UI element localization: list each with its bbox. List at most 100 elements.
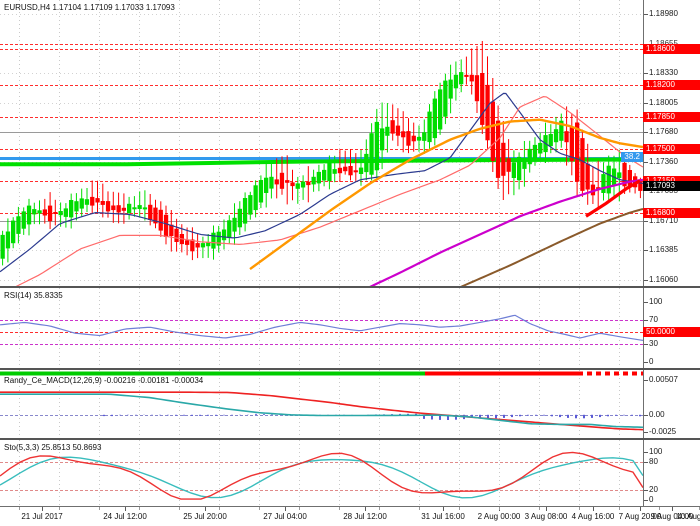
grid-line-vertical xyxy=(419,288,420,368)
price-tick-label: 1.16060 xyxy=(649,275,678,284)
rsi-tick-label: 0 xyxy=(649,357,654,366)
time-tickmark-minor xyxy=(419,507,420,510)
axis-tickmark xyxy=(644,362,648,363)
grid-line-vertical xyxy=(259,288,260,368)
time-tickmark-minor xyxy=(619,507,620,510)
axis-tickmark xyxy=(644,452,648,453)
grid-line-vertical xyxy=(299,288,300,368)
stochastic-tick-label: 80 xyxy=(649,456,658,466)
candlestick-series[interactable] xyxy=(0,0,643,286)
axis-tickmark xyxy=(644,490,648,492)
axis-tickmark xyxy=(644,344,648,345)
time-tickmark-minor xyxy=(259,507,260,510)
axis-tickmark xyxy=(644,132,648,134)
macd-plot-area[interactable] xyxy=(0,370,643,438)
grid-line-vertical xyxy=(579,440,580,506)
rsi-plot-area[interactable] xyxy=(0,288,643,368)
grid-line-vertical xyxy=(299,370,300,438)
grid-line-vertical xyxy=(619,440,620,506)
moving-average-lines xyxy=(0,0,643,286)
grid-line-vertical xyxy=(19,0,20,286)
stochastic-tick-label: 0 xyxy=(649,495,654,504)
rsi-tick-label: 30 xyxy=(649,339,658,348)
time-tickmark xyxy=(365,507,366,511)
stochastic-axis: 100 80 20 0 xyxy=(643,440,700,506)
grid-line-vertical xyxy=(19,288,20,368)
price-tick-label: 1.16385 xyxy=(649,245,678,255)
grid-line-vertical xyxy=(619,288,620,368)
pane-divider-1 xyxy=(0,286,700,288)
fibonacci-line[interactable] xyxy=(0,156,643,160)
stochastic-tick-label: 20 xyxy=(649,485,658,495)
grid-line-vertical xyxy=(459,370,460,438)
price-tick-label: 1.18980 xyxy=(649,9,678,18)
price-tick-label: 1.16710 xyxy=(649,215,678,225)
support-resistance-line[interactable] xyxy=(0,212,643,214)
price-midline xyxy=(0,132,643,134)
price-pane-title: EURUSD,H4 1.17104 1.17109 1.17033 1.1709… xyxy=(4,3,175,12)
grid-line-vertical xyxy=(139,0,140,286)
rsi-line xyxy=(0,288,643,368)
rsi-tick-label: 70 xyxy=(649,315,658,324)
price-tick-label: 1.18330 xyxy=(649,68,678,78)
support-resistance-line[interactable] xyxy=(0,48,643,50)
axis-tickmark xyxy=(644,280,648,281)
support-resistance-line[interactable] xyxy=(0,116,643,118)
axis-tickmark xyxy=(644,380,648,381)
price-badge-resistance[interactable]: 1.18600 xyxy=(643,43,700,54)
axis-tickmark xyxy=(644,250,648,252)
time-tickmark-minor xyxy=(139,507,140,510)
grid-line-vertical xyxy=(299,440,300,506)
price-gridline xyxy=(0,250,643,252)
price-badge-resistance[interactable]: 1.17850 xyxy=(643,111,700,122)
grid-line-vertical xyxy=(179,0,180,286)
time-axis-label: 24 Jul 12:00 xyxy=(103,512,147,521)
rsi-pane[interactable]: 100 70 30 0 50.0000 RSI(14) 35.8335 xyxy=(0,288,700,368)
grid-line-vertical xyxy=(419,370,420,438)
grid-line-vertical xyxy=(499,370,500,438)
time-tickmark-minor xyxy=(299,507,300,510)
support-resistance-line[interactable] xyxy=(0,148,643,150)
macd-pane[interactable]: 0.00507 0.00 -0.0025 Randy_Ce_MACD(12,26,9… xyxy=(0,370,700,438)
price-badge-bid[interactable]: 1.17093 xyxy=(643,180,700,191)
price-badge-support[interactable]: 1.16800 xyxy=(643,207,700,218)
axis-tickmark xyxy=(644,73,648,75)
axis-tickmark xyxy=(644,432,648,433)
grid-line-vertical xyxy=(379,370,380,438)
price-badge-resistance[interactable]: 1.17150 xyxy=(643,175,700,186)
axis-tickmark xyxy=(644,161,648,163)
grid-line-vertical xyxy=(99,288,100,368)
support-resistance-line[interactable] xyxy=(0,85,643,87)
grid-line-vertical xyxy=(459,440,460,506)
rsi-level-badge[interactable]: 50.0000 xyxy=(643,327,700,337)
time-axis-label: 28 Jul 12:00 xyxy=(343,512,387,521)
axis-tickmark xyxy=(644,14,648,15)
price-badge-resistance[interactable]: 1.17500 xyxy=(643,143,700,154)
support-resistance-line[interactable] xyxy=(0,43,643,45)
time-tickmark-minor xyxy=(59,507,60,510)
stochastic-pane[interactable]: 100 80 20 0 Sto(5,3,3) 25.8513 50.8693 xyxy=(0,440,700,506)
grid-line-vertical xyxy=(59,0,60,286)
grid-line-vertical xyxy=(539,440,540,506)
rsi-tick-label: 100 xyxy=(649,297,663,306)
grid-line-vertical xyxy=(99,0,100,286)
price-plot-area[interactable] xyxy=(0,0,643,286)
time-tickmark xyxy=(640,507,641,511)
price-pane[interactable]: 1.18980 1.18330 1.18005 1.17680 1.17360 1.167… xyxy=(0,0,700,286)
grid-line-vertical xyxy=(539,370,540,438)
stochastic-plot-area[interactable] xyxy=(0,440,643,506)
axis-tickmark xyxy=(644,102,648,104)
grid-line-vertical xyxy=(179,440,180,506)
price-badge-resistance[interactable]: 1.18200 xyxy=(643,80,700,91)
axis-tickmark xyxy=(644,500,648,501)
time-tickmark-minor xyxy=(99,507,100,510)
rsi-axis: 100 70 30 0 50.0000 xyxy=(643,288,700,368)
time-tickmark-minor xyxy=(339,507,340,510)
price-gridline xyxy=(0,102,643,104)
pane-divider-2 xyxy=(0,368,700,370)
time-axis-label: 7 Aug 20:00 xyxy=(618,512,662,521)
support-resistance-line[interactable] xyxy=(0,180,643,182)
rsi-level-50 xyxy=(0,332,643,333)
pane-divider-3 xyxy=(0,438,700,440)
price-gridline xyxy=(0,73,643,75)
